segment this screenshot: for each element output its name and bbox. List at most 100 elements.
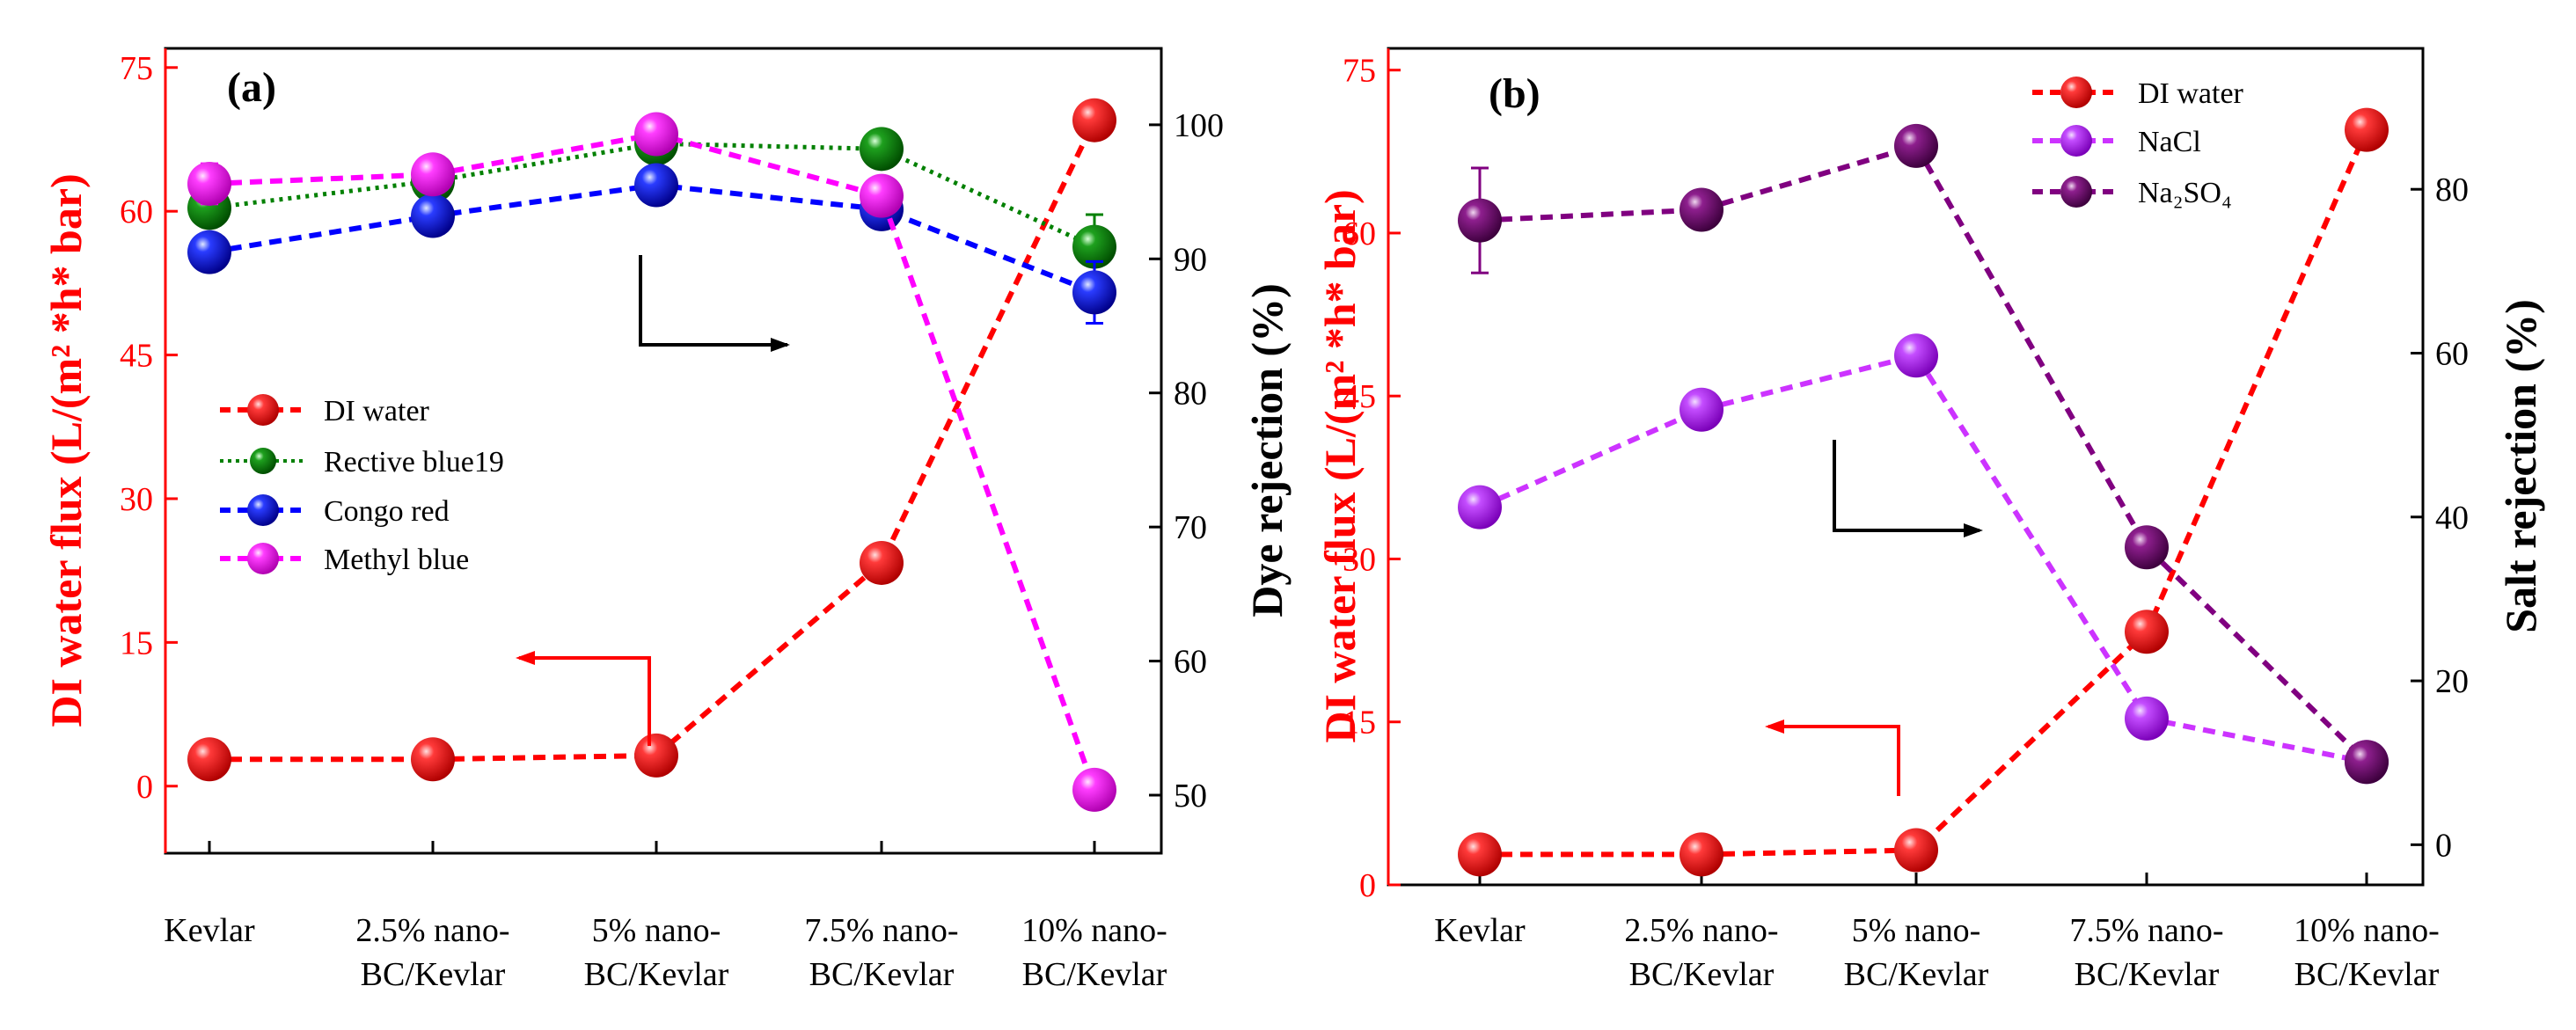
- x-tick-label: 2.5% nano-: [1624, 912, 1778, 949]
- data-point-di-water: [411, 737, 455, 782]
- data-point-di-water: [1894, 828, 1938, 873]
- x-tick-label: BC/Kevlar: [1022, 956, 1167, 993]
- x-tick-label: 2.5% nano-: [355, 912, 509, 949]
- x-tick-label: Kevlar: [1434, 912, 1526, 949]
- x-tick-label: Kevlar: [164, 912, 255, 949]
- panel-b-series-layer: [1458, 107, 2389, 877]
- data-point-methyl-blue: [634, 112, 678, 157]
- left-tick-label: 45: [120, 338, 153, 375]
- panel-a-legend-item-methyl-blue: Methyl blue: [220, 543, 469, 576]
- series-di-water: [187, 98, 1116, 782]
- left-tick-label: 15: [1343, 705, 1376, 741]
- panel-a-right-axis-title: Dye rejection (%): [1242, 283, 1292, 617]
- left-tick-label: 15: [120, 625, 153, 661]
- panel-a-legend-label-di-water: DI water: [324, 395, 430, 427]
- panel-b-chart: (b) 0 15 30 45 60 75 0 20 40 60 80 Kevlar 2.5% nan…: [1315, 47, 2545, 993]
- x-tick-label: 7.5% nano-: [2069, 912, 2223, 949]
- panel-b-right-axis-arrow: [1833, 440, 1983, 537]
- right-tick-label: 80: [1174, 376, 1207, 413]
- series-line-di-water: [1480, 128, 2369, 858]
- panel-a-legend-item-rective-blue19: Rective blue19: [220, 446, 504, 478]
- data-point-rective-blue19: [860, 127, 904, 172]
- data-point-congo-red: [1072, 270, 1116, 315]
- data-point-nacl: [1458, 485, 1502, 530]
- panel-b-right-ticks: 0 20 40 60 80: [2411, 172, 2469, 864]
- panel-b-plot-frame: [1387, 47, 2425, 887]
- panel-b-legend-item-di-water: DI water: [2032, 77, 2244, 110]
- right-tick-label: 0: [2435, 827, 2452, 864]
- series-line-nacl: [1478, 352, 2367, 765]
- data-point-nacl: [1680, 387, 1723, 432]
- panel-b-legend: DI water NaCl Na₂SO₄: [2032, 77, 2244, 209]
- data-point-di-water: [634, 733, 678, 778]
- panel-b-legend-label-na2so4: Na₂SO₄: [2138, 177, 2232, 209]
- data-point-congo-red: [187, 230, 231, 274]
- right-tick-label: 40: [2435, 500, 2469, 537]
- data-point-methyl-blue: [411, 152, 455, 197]
- x-tick-label: BC/Kevlar: [361, 956, 506, 993]
- right-tick-label: 20: [2435, 663, 2469, 700]
- x-tick-label: 5% nano-: [592, 912, 721, 949]
- data-point-methyl-blue: [860, 173, 904, 218]
- panel-a-left-axis-arrow: [516, 651, 651, 746]
- panel-b-legend-item-nacl: NaCl: [2032, 125, 2201, 158]
- panel-a-left-axis-title: DI water flux (L/(m² *h* bar): [41, 173, 91, 727]
- panel-b-legend-label-di-water: DI water: [2138, 77, 2244, 110]
- panel-a-right-axis-arrow: [639, 255, 790, 352]
- panel-a-left-ticks: 0 15 30 45 60 75: [120, 50, 178, 806]
- right-tick-label: 50: [1174, 778, 1207, 815]
- left-tick-label: 60: [1343, 215, 1376, 252]
- x-tick-label: 5% nano-: [1852, 912, 1981, 949]
- panel-b-label: (b): [1489, 70, 1540, 117]
- right-tick-label: 60: [1174, 644, 1207, 681]
- data-point-na-so: [1894, 123, 1938, 168]
- data-point-di-water: [1458, 832, 1502, 877]
- data-point-nacl: [2125, 696, 2169, 741]
- data-point-di-water: [860, 540, 904, 585]
- panel-a-label: (a): [227, 64, 276, 111]
- right-tick-label: 70: [1174, 509, 1207, 546]
- panel-a-legend-item-di-water: DI water: [220, 394, 430, 427]
- x-tick-label: BC/Kevlar: [2294, 956, 2440, 993]
- panel-a-legend-label-methyl-blue: Methyl blue: [324, 544, 469, 576]
- left-tick-label: 45: [1343, 378, 1376, 415]
- panel-b-left-ticks: 0 15 30 45 60 75: [1343, 53, 1401, 904]
- panel-a-legend-label-congo-red: Congo red: [324, 495, 450, 528]
- panel-a-chart: (a) 0 15 30 45 60 75 50 60 70 80 90 100 Kevlar 2.5%…: [41, 47, 1292, 993]
- data-point-na-so: [1458, 198, 1502, 243]
- panel-a-legend: DI water Rective blue19 Congo red Methyl…: [220, 394, 504, 576]
- left-tick-label: 30: [1343, 541, 1376, 578]
- data-point-na-so: [2125, 525, 2169, 570]
- series-congo-red: [187, 163, 1116, 325]
- data-point-congo-red: [411, 194, 455, 238]
- panel-b-x-ticks: Kevlar 2.5% nano- BC/Kevlar 5% nano- BC/Kevl…: [1434, 873, 2440, 993]
- series-methyl-blue: [187, 112, 1116, 812]
- left-tick-label: 75: [120, 50, 153, 87]
- series-line-di-water: [209, 119, 1097, 763]
- x-tick-label: 10% nano-: [1021, 912, 1167, 949]
- right-tick-label: 100: [1174, 107, 1224, 144]
- data-point-methyl-blue: [187, 161, 231, 206]
- data-point-di-water: [2125, 610, 2169, 654]
- data-point-na-so: [1680, 187, 1723, 232]
- series-line-na-so: [1479, 142, 2369, 764]
- x-tick-label: BC/Kevlar: [2075, 956, 2220, 993]
- panel-a-legend-label-rective-blue19: Rective blue19: [324, 446, 504, 478]
- data-point-di-water: [1072, 98, 1116, 142]
- left-tick-label: 60: [120, 194, 153, 230]
- series-di-water: [1458, 107, 2389, 877]
- data-point-na-so: [2345, 740, 2389, 785]
- right-tick-label: 90: [1174, 241, 1207, 278]
- panel-b-right-axis-title: Salt rejection (%): [2496, 299, 2545, 633]
- data-point-methyl-blue: [1072, 767, 1116, 812]
- right-tick-label: 80: [2435, 172, 2469, 208]
- x-tick-label: BC/Kevlar: [1844, 956, 1989, 993]
- data-point-rective-blue19: [1072, 224, 1116, 269]
- panel-a-legend-item-congo-red: Congo red: [220, 494, 450, 528]
- right-tick-label: 60: [2435, 335, 2469, 372]
- data-point-di-water: [2345, 107, 2389, 152]
- x-tick-label: BC/Kevlar: [584, 956, 729, 993]
- x-tick-label: BC/Kevlar: [809, 956, 955, 993]
- data-point-nacl: [1894, 333, 1938, 378]
